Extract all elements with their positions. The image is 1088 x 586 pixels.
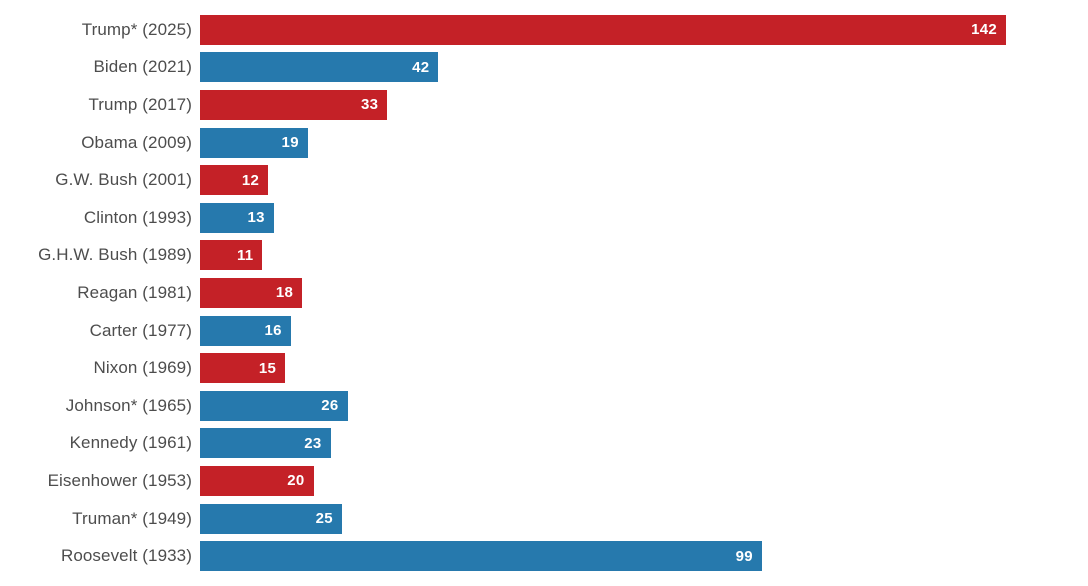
bar-value-label: 11: [236, 246, 254, 264]
bar-value-label: 16: [264, 322, 282, 340]
bar-track: 99: [200, 541, 1088, 572]
chart-row: Clinton (1993) 13: [0, 199, 1088, 237]
bar-track: 42: [200, 52, 1088, 83]
bar-value-label: 26: [321, 397, 339, 415]
bar: 18: [200, 277, 303, 308]
bar-track: 11: [200, 240, 1088, 271]
bar-value-label: 20: [287, 472, 305, 490]
chart-plot-area: Trump* (2025) 142 Biden (2021) 42 Trump …: [0, 11, 1088, 575]
bar-category-label: Clinton (1993): [83, 207, 192, 227]
bar-value-label: 25: [315, 510, 333, 528]
bar: 12: [200, 165, 269, 196]
bar: 142: [200, 14, 1006, 45]
chart-row: Roosevelt (1933) 99: [0, 537, 1088, 575]
bar-track: 12: [200, 165, 1088, 196]
bar: 11: [200, 240, 263, 271]
bar: 23: [200, 428, 331, 459]
bar-category-label: Eisenhower (1953): [47, 470, 192, 490]
bar-track: 16: [200, 315, 1088, 346]
chart-row: Truman* (1949) 25: [0, 500, 1088, 538]
bar-value-label: 99: [735, 547, 753, 565]
bar-category-label: Truman* (1949): [72, 508, 192, 528]
bar: 13: [200, 202, 274, 233]
bar-track: 26: [200, 390, 1088, 421]
chart-row: Obama (2009) 19: [0, 124, 1088, 162]
bar: 99: [200, 541, 762, 572]
bar-value-label: 23: [304, 434, 322, 452]
bar-track: 18: [200, 277, 1088, 308]
bar-value-label: 13: [247, 209, 265, 227]
bar-value-label: 42: [412, 58, 430, 76]
bar-track: 25: [200, 503, 1088, 534]
chart-row: Eisenhower (1953) 20: [0, 462, 1088, 500]
bar: 33: [200, 89, 388, 120]
chart-row: G.H.W. Bush (1989) 11: [0, 237, 1088, 275]
bar-value-label: 142: [971, 21, 997, 39]
chart-row: Johnson* (1965) 26: [0, 387, 1088, 425]
bar: 26: [200, 390, 348, 421]
chart-row: Trump (2017) 33: [0, 86, 1088, 124]
bar: 16: [200, 315, 291, 346]
bar-track: 15: [200, 353, 1088, 384]
chart-row: G.W. Bush (2001) 12: [0, 161, 1088, 199]
chart-row: Kennedy (1961) 23: [0, 425, 1088, 463]
bar-value-label: 15: [258, 359, 277, 377]
bar-category-label: Nixon (1969): [93, 358, 192, 378]
bar-track: 20: [200, 465, 1088, 496]
bar-value-label: 12: [241, 171, 260, 189]
chart-row: Trump* (2025) 142: [0, 11, 1088, 49]
bar-category-label: Biden (2021): [93, 57, 192, 77]
bar-track: 19: [200, 127, 1088, 158]
bar-category-label: Carter (1977): [89, 320, 192, 340]
bar: 42: [200, 52, 439, 83]
bar-category-label: Johnson* (1965): [65, 395, 192, 415]
bar-category-label: Trump* (2025): [81, 19, 192, 39]
bar: 19: [200, 127, 308, 158]
bar-track: 23: [200, 428, 1088, 459]
bar-track: 142: [200, 14, 1088, 45]
bar: 25: [200, 503, 342, 534]
bar: 15: [200, 353, 286, 384]
bar-category-label: Reagan (1981): [77, 282, 192, 302]
bar-track: 13: [200, 202, 1088, 233]
bar-value-label: 18: [275, 284, 294, 302]
chart-row: Nixon (1969) 15: [0, 349, 1088, 387]
bar-value-label: 33: [361, 96, 379, 114]
chart-row: Reagan (1981) 18: [0, 274, 1088, 312]
bar-category-label: G.H.W. Bush (1989): [38, 245, 192, 265]
bar-category-label: Kennedy (1961): [69, 433, 192, 453]
bar-category-label: G.W. Bush (2001): [55, 170, 192, 190]
bar-value-label: 19: [281, 134, 299, 152]
bar: 20: [200, 465, 314, 496]
chart-row: Biden (2021) 42: [0, 49, 1088, 87]
chart-row: Carter (1977) 16: [0, 312, 1088, 350]
bar-category-label: Trump (2017): [88, 94, 192, 114]
bar-category-label: Obama (2009): [81, 132, 192, 152]
bar-category-label: Roosevelt (1933): [60, 546, 192, 566]
bar-track: 33: [200, 89, 1088, 120]
